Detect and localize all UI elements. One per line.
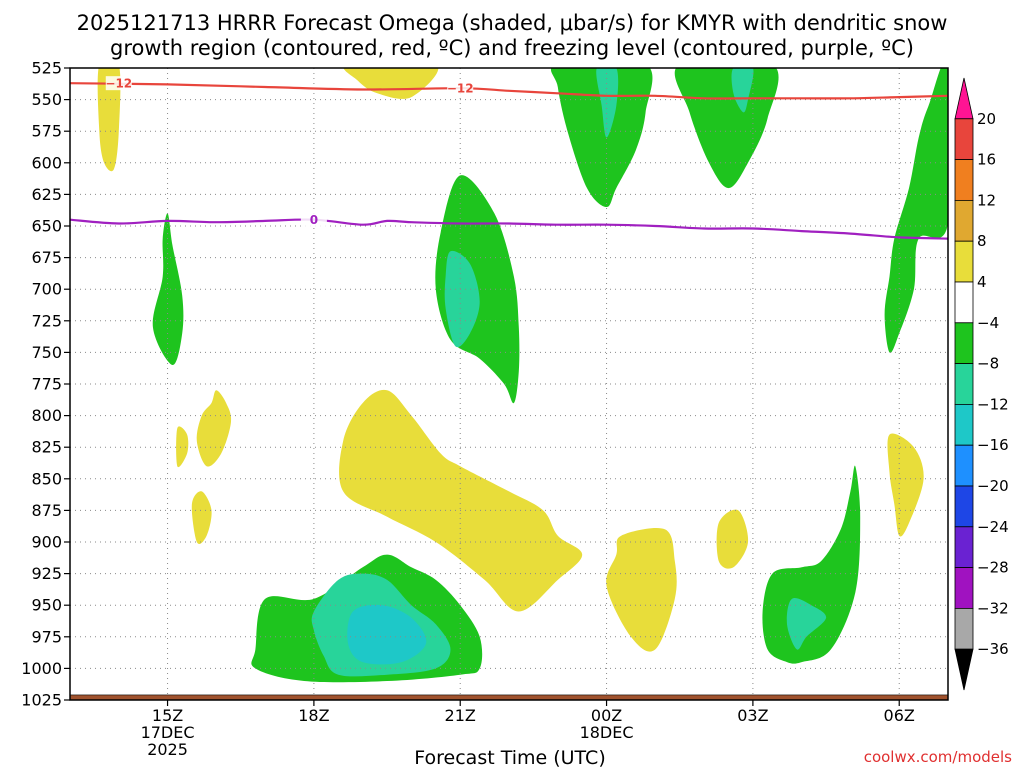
x-tick-label-12-0: 03Z (737, 706, 768, 725)
colorbar-swatch-9 (954, 444, 974, 487)
colorbar-label-5: −4 (977, 314, 999, 332)
colorbar-label-7: −12 (977, 395, 1009, 413)
colorbar-swatch-12 (954, 567, 974, 609)
colorbar-label-13: −36 (977, 640, 1009, 658)
contour-lines: −12 −12 0 (70, 76, 948, 240)
x-axis-label: Forecast Time (UTC) (414, 747, 605, 768)
omega-region-7 (606, 527, 677, 652)
omega-region-20 (731, 68, 754, 113)
colorbar-label-6: −8 (977, 355, 999, 373)
colorbar: 20 16 12 8 4 −4 −8 −12 −16 −20 −24 −28 −32 −36 (954, 77, 1009, 691)
y-tick-label-800: 800 (31, 406, 62, 425)
y-tick-label-550: 550 (31, 90, 62, 109)
y-tick-label-775: 775 (31, 375, 62, 394)
contour-label-1-2: −12 (447, 82, 474, 96)
colorbar-label-3: 8 (977, 232, 987, 250)
omega-region-21 (786, 598, 827, 650)
colorbar-label-1: 16 (977, 151, 996, 169)
y-tick-label-675: 675 (31, 248, 62, 267)
colorbar-label-8: −16 (977, 436, 1009, 454)
omega-region-16 (762, 465, 861, 664)
y-tick-label-625: 625 (31, 185, 62, 204)
y-tick-label-1000: 1000 (21, 659, 62, 678)
omega-region-8 (716, 509, 749, 569)
contour-line-1 (70, 82, 948, 100)
contour-label-1-1: −12 (105, 77, 132, 91)
y-tick-label-750: 750 (31, 343, 62, 362)
y-tick-label-875: 875 (31, 501, 62, 520)
omega-region-9 (887, 433, 924, 537)
credit-text: coolwx.com/models (864, 748, 1012, 766)
y-tick-label-925: 925 (31, 564, 62, 583)
x-tick-label-15-0: 06Z (884, 706, 915, 725)
omega-region-2 (343, 68, 439, 99)
x-tick-label-0-2: 2025 (147, 740, 188, 759)
colorbar-swatch-10 (954, 485, 974, 528)
ground-surface (69, 694, 949, 701)
omega-region-10 (550, 68, 653, 207)
y-tick-label-700: 700 (31, 280, 62, 299)
contour-label-2-1: 0 (310, 213, 318, 227)
omega-region-17 (444, 250, 480, 348)
omega-region-3 (176, 426, 189, 468)
colorbar-cap-top (954, 77, 974, 120)
y-tick-label-575: 575 (31, 122, 62, 141)
colorbar-swatch-5 (954, 281, 974, 324)
colorbar-swatch-8 (954, 403, 974, 446)
colorbar-swatch-1 (954, 118, 974, 161)
y-tick-label-525: 525 (31, 59, 62, 78)
chart-title-line-2: growth region (contoured, red, ºC) and f… (110, 36, 914, 60)
colorbar-label-0: 20 (977, 110, 996, 128)
y-axis-ticks: 525 550 575 600 625 650 675 700 725 750 775 800 825 8… (21, 59, 70, 710)
contour-label-bg-1-1 (105, 76, 132, 91)
colorbar-swatch-3 (954, 199, 974, 242)
omega-region-12 (884, 68, 948, 353)
y-tick-label-975: 975 (31, 627, 62, 646)
colorbar-swatch-11 (954, 526, 974, 568)
colorbar-label-2: 12 (977, 191, 996, 209)
y-tick-label-825: 825 (31, 438, 62, 457)
x-tick-label-0-0: 15Z (152, 706, 183, 725)
colorbar-swatch-6 (954, 322, 974, 364)
colorbar-label-9: −20 (977, 477, 1009, 495)
contour-label-bg-2-1 (300, 212, 327, 227)
x-tick-label-9-0: 00Z (591, 706, 622, 725)
omega-region-4 (196, 390, 232, 467)
omega-region-19 (596, 68, 619, 138)
x-tick-label-9-1: 18DEC (580, 723, 634, 742)
colorbar-swatch-7 (954, 363, 974, 405)
y-tick-label-850: 850 (31, 469, 62, 488)
omega-shaded-regions (97, 68, 948, 683)
colorbar-label-12: −32 (977, 599, 1009, 617)
colorbar-swatch-4 (954, 240, 974, 283)
y-tick-label-950: 950 (31, 596, 62, 615)
ground-layer (69, 694, 949, 701)
omega-region-1 (97, 68, 121, 172)
x-tick-label-6-0: 21Z (445, 706, 476, 725)
y-tick-label-650: 650 (31, 217, 62, 236)
colorbar-swatch-2 (954, 159, 974, 201)
y-tick-label-1025: 1025 (21, 691, 62, 710)
y-tick-label-600: 600 (31, 153, 62, 172)
y-tick-label-725: 725 (31, 311, 62, 330)
chart-title-line-1: 2025121713 HRRR Forecast Omega (shaded, … (77, 11, 948, 35)
contour-line-2 (70, 218, 948, 240)
colorbar-label-10: −24 (977, 518, 1009, 536)
colorbar-swatch-13 (954, 608, 974, 650)
contour-label-bg-1-2 (447, 81, 474, 96)
colorbar-label-4: 4 (977, 273, 987, 291)
colorbar-cap-bottom (954, 648, 974, 691)
grid-lines (70, 68, 948, 700)
omega-region-11 (674, 68, 779, 189)
y-tick-label-900: 900 (31, 533, 62, 552)
x-tick-label-0-1: 17DEC (141, 723, 195, 742)
omega-region-13 (152, 213, 184, 366)
omega-region-5 (191, 491, 212, 544)
omega-region-22 (347, 604, 427, 665)
omega-region-6 (339, 389, 583, 612)
x-tick-label-3-0: 18Z (298, 706, 329, 725)
colorbar-label-11: −28 (977, 559, 1009, 577)
